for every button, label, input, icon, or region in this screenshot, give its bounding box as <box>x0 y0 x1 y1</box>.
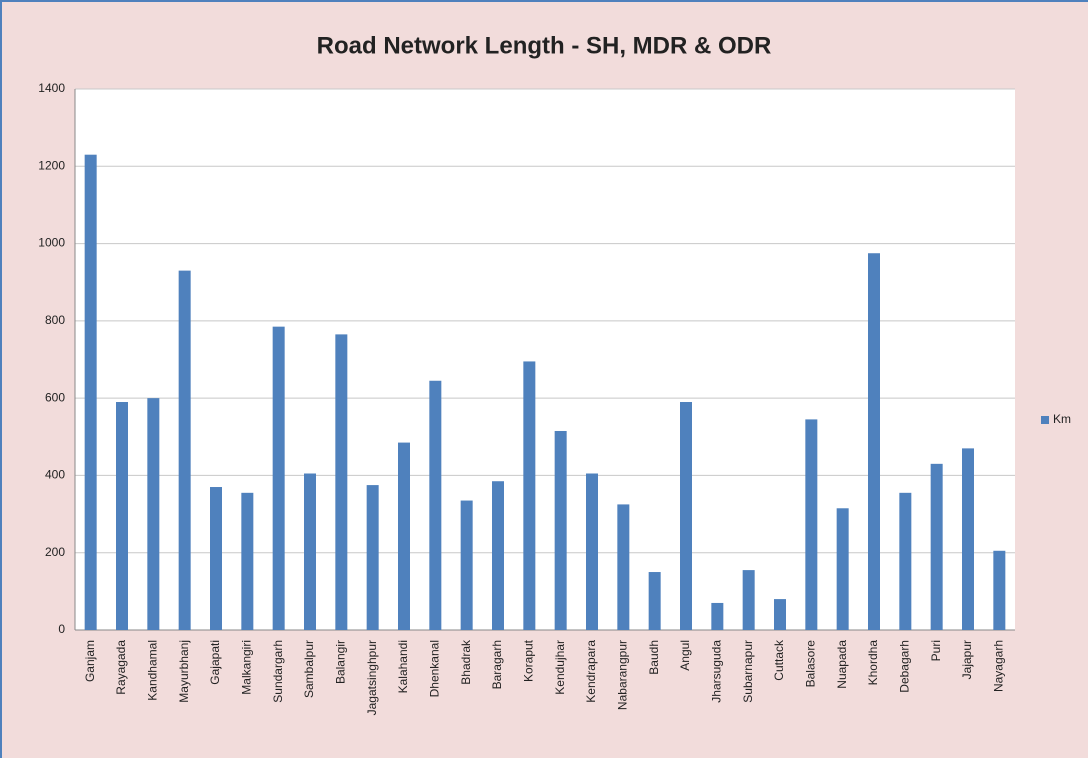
bar <box>899 492 912 630</box>
chart-title: Road Network Length - SH, MDR & ODR <box>317 32 772 59</box>
bar <box>147 398 160 630</box>
x-tick-label: Nabarangpur <box>616 640 630 710</box>
x-tick-label: Khordha <box>866 640 880 686</box>
x-tick-label: Dhenkanal <box>428 640 442 697</box>
x-tick-label: Jagatsinghpur <box>365 640 379 715</box>
bar <box>116 402 128 630</box>
x-tick-label: Bhadrak <box>459 639 473 685</box>
y-tick-label: 1400 <box>38 81 65 95</box>
y-tick-label: 1200 <box>38 158 65 172</box>
bar <box>648 572 661 630</box>
y-tick-label: 0 <box>58 622 65 636</box>
x-tick-label: Balasore <box>804 640 818 688</box>
bar <box>335 334 348 630</box>
x-tick-label: Baudh <box>647 640 661 675</box>
x-tick-label: Jajapur <box>960 640 974 679</box>
x-tick-label: Angul <box>678 640 692 671</box>
bar <box>84 154 97 630</box>
legend-swatch <box>1041 416 1049 424</box>
x-tick-label: Kendrapara <box>584 640 598 703</box>
plot-area <box>75 89 1015 630</box>
bar <box>868 253 880 630</box>
x-tick-label: Ganjam <box>83 640 97 682</box>
x-tick-label: Balangir <box>334 640 348 684</box>
x-tick-label: Nuapada <box>835 640 849 689</box>
x-tick-label: Sambalpur <box>302 640 316 698</box>
bar <box>241 492 254 630</box>
x-tick-label: Koraput <box>522 639 536 682</box>
y-tick-label: 400 <box>45 468 65 482</box>
bar <box>836 508 849 630</box>
bar <box>304 473 316 630</box>
bar <box>210 487 222 630</box>
bar <box>272 326 285 630</box>
bar <box>460 500 473 630</box>
bar <box>554 430 567 630</box>
x-tick-label: Kalahandi <box>396 640 410 693</box>
y-tick-label: 1000 <box>38 236 65 250</box>
x-tick-label: Jharsuguda <box>710 640 724 703</box>
x-tick-label: Puri <box>929 640 943 661</box>
x-tick-label: Nayagarh <box>992 640 1006 692</box>
x-tick-label: Malkangiri <box>240 640 254 695</box>
bar <box>492 481 504 630</box>
bar <box>429 380 442 630</box>
x-tick-label: Baragarh <box>490 640 504 689</box>
bar <box>774 599 786 630</box>
bar <box>962 448 974 630</box>
y-tick-label: 200 <box>45 545 65 559</box>
y-tick-label: 800 <box>45 313 65 327</box>
bar <box>617 504 630 630</box>
bar <box>366 485 379 630</box>
bar <box>930 463 943 630</box>
x-tick-label: Rayagada <box>114 640 128 695</box>
legend-label: Km <box>1053 412 1071 426</box>
x-tick-label: Cuttack <box>772 639 786 681</box>
x-tick-label: Gajapati <box>208 640 222 685</box>
bar <box>523 361 536 630</box>
bar <box>742 570 755 630</box>
x-tick-label: Debagarh <box>898 640 912 693</box>
x-tick-label: Kendujhar <box>553 640 567 695</box>
x-tick-label: Mayurbhanj <box>177 640 191 703</box>
bar <box>178 270 191 630</box>
x-tick-label: Subarnapur <box>741 640 755 703</box>
bar <box>711 602 724 630</box>
x-tick-label: Kandhamal <box>146 640 160 701</box>
bar <box>993 550 1006 630</box>
bar <box>805 419 818 630</box>
bar <box>680 402 692 630</box>
bar <box>586 473 598 630</box>
bar <box>398 442 410 630</box>
y-tick-label: 600 <box>45 390 65 404</box>
x-tick-label: Sundargarh <box>271 640 285 703</box>
